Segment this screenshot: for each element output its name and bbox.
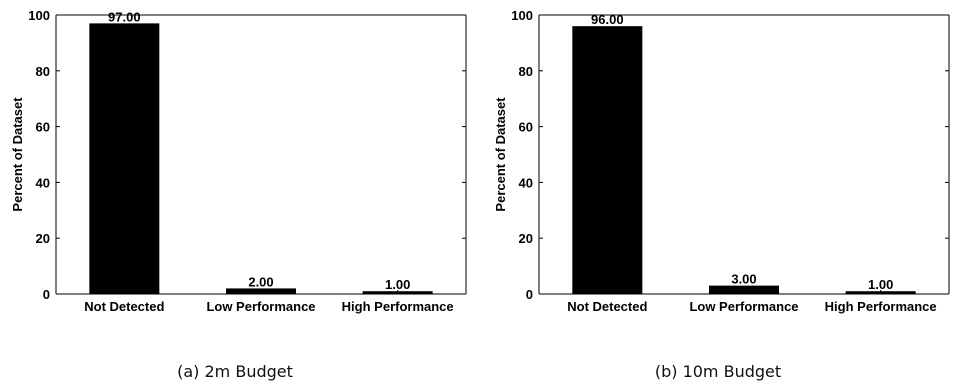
y-tick-label-b-3: 60 — [519, 120, 533, 135]
y-tick-label-a-0: 0 — [43, 287, 50, 302]
axes-group-a: 97.00 Not Detected 2.00 Low Performance 1.00… — [10, 8, 467, 314]
y-tick-label-a-5: 100 — [28, 8, 50, 23]
chart-caption-b: (b) 10m Budget — [654, 362, 782, 381]
axes-group-b: 96.00 Not Detected 3.00 Low Performance 1.00… — [493, 8, 950, 314]
y-axis-label-a: Percent of Dataset — [10, 97, 25, 212]
chart-panel-b: 96.00 Not Detected 3.00 Low Performance 1.00… — [483, 0, 953, 387]
data-label-b-0: 96.00 — [591, 12, 624, 27]
data-label-a-0: 97.00 — [108, 9, 141, 24]
y-tick-label-b-2: 40 — [519, 175, 533, 190]
x-tick-label-a-0: Not Detected — [84, 299, 164, 314]
y-tick-label-b-1: 20 — [519, 231, 533, 246]
bar-a-0 — [89, 23, 160, 295]
bar-b-1 — [709, 285, 779, 294]
y-tick-label-b-5: 100 — [511, 8, 533, 23]
chart-panel-a: 97.00 Not Detected 2.00 Low Performance 1.00… — [0, 0, 470, 387]
x-tick-label-a-1: Low Performance — [206, 299, 315, 314]
y-tick-label-a-4: 80 — [36, 64, 50, 79]
bar-chart-a: 97.00 Not Detected 2.00 Low Performance 1.00… — [10, 8, 467, 314]
y-axis-label-b: Percent of Dataset — [493, 97, 508, 212]
data-label-a-2: 1.00 — [385, 277, 410, 292]
data-label-b-1: 3.00 — [731, 272, 756, 287]
bar-chart-b: 96.00 Not Detected 3.00 Low Performance 1.00… — [493, 8, 950, 314]
x-tick-label-b-2: High Performance — [825, 299, 937, 314]
bar-b-0 — [572, 26, 643, 294]
y-tick-label-a-1: 20 — [36, 231, 50, 246]
data-label-a-1: 2.00 — [248, 274, 273, 289]
y-tick-label-b-0: 0 — [526, 287, 533, 302]
data-label-b-2: 1.00 — [868, 277, 893, 292]
chart-caption-a: (a) 2m Budget — [177, 362, 293, 381]
y-tick-label-a-3: 60 — [36, 120, 50, 135]
x-tick-label-b-0: Not Detected — [567, 299, 647, 314]
y-tick-label-b-4: 80 — [519, 64, 533, 79]
x-tick-label-a-2: High Performance — [342, 299, 454, 314]
y-tick-label-a-2: 40 — [36, 175, 50, 190]
x-tick-label-b-1: Low Performance — [689, 299, 798, 314]
